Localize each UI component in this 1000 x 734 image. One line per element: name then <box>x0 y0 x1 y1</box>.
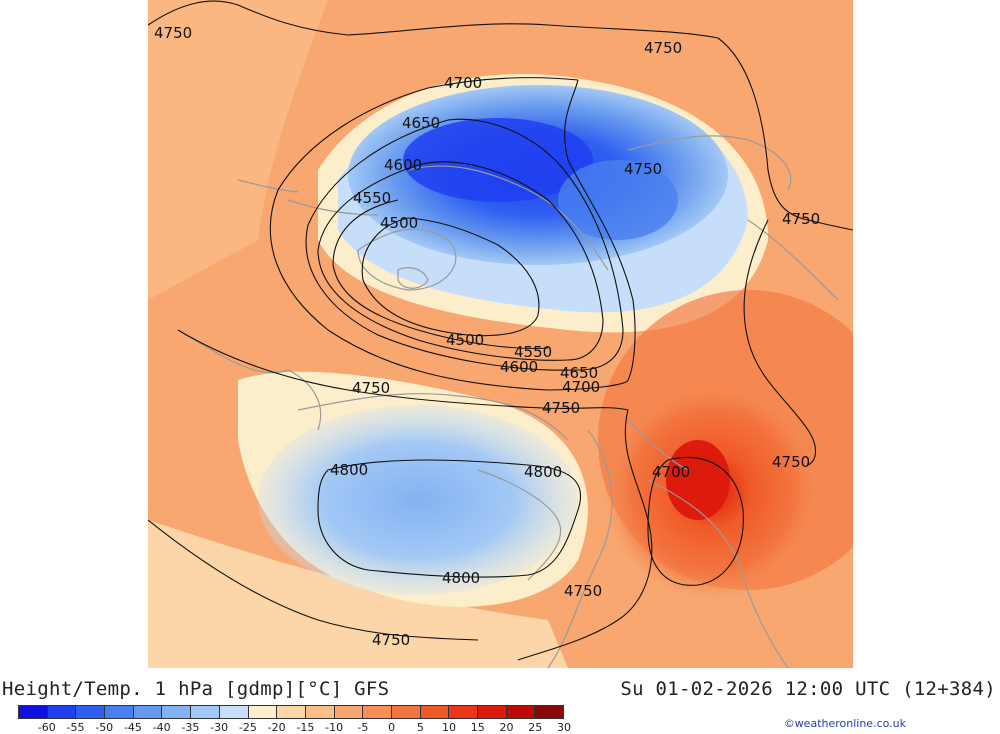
legend-label: 0 <box>388 721 396 734</box>
contour-labels: 4750 4750 4700 4650 4600 4550 4500 4750 … <box>154 24 820 649</box>
legend-label: -35 <box>181 721 200 734</box>
legend-swatch <box>162 706 192 718</box>
contour-4750-southwest <box>148 519 479 641</box>
color-legend <box>18 705 564 719</box>
contour-4650 <box>305 119 579 371</box>
contour-4650-east <box>447 118 624 371</box>
legend-swatch <box>305 706 335 718</box>
contour-label: 4750 <box>154 24 192 42</box>
warm-pool-east-hot <box>666 440 730 520</box>
legend-swatch <box>363 706 392 718</box>
contour-4800-cell <box>317 459 582 578</box>
legend-label: -30 <box>210 721 229 734</box>
legend-swatch <box>391 706 421 718</box>
contour-4600-east <box>417 161 604 361</box>
contour-label: 4750 <box>352 379 390 397</box>
legend-label: 25 <box>528 721 543 734</box>
map-panel: 4750 4750 4700 4650 4600 4550 4500 4750 … <box>148 0 853 668</box>
contour-label: 4750 <box>624 160 662 178</box>
legend-swatch <box>535 706 564 718</box>
contour-label: 4600 <box>500 358 538 376</box>
legend-swatch <box>420 706 450 718</box>
legend-swatch <box>478 706 507 718</box>
contour-label: 4500 <box>446 331 484 349</box>
temperature-field-lighter-west <box>148 0 328 300</box>
legend-swatch <box>105 706 134 718</box>
legend-label: 10 <box>442 721 457 734</box>
legend-swatch <box>133 706 163 718</box>
contour-4750-east-ridge <box>743 219 817 466</box>
legend-label: -20 <box>267 721 286 734</box>
contour-label: 4750 <box>772 453 810 471</box>
legend-label: 20 <box>499 721 514 734</box>
contour-label: 4750 <box>564 582 602 600</box>
legend-swatch <box>449 706 478 718</box>
contour-4500 <box>361 217 540 337</box>
contour-label: 4600 <box>384 156 422 174</box>
cold-pool-inner <box>403 118 593 202</box>
contour-label: 4800 <box>442 569 480 587</box>
cool-pool-europe <box>258 405 578 595</box>
contour-4550 <box>332 199 549 349</box>
legend-swatch <box>219 706 249 718</box>
contour-4750-warm <box>517 409 653 661</box>
legend-swatch <box>76 706 106 718</box>
contour-4750-north <box>148 0 853 231</box>
legend-swatch <box>506 706 536 718</box>
legend-label: -55 <box>66 721 85 734</box>
legend-label: -10 <box>325 721 344 734</box>
legend-swatch <box>191 706 220 718</box>
contour-4700-east <box>564 79 636 381</box>
contour-label: 4550 <box>353 189 391 207</box>
legend-label: -15 <box>296 721 315 734</box>
height-contours <box>148 0 853 661</box>
valid-time: Su 01-02-2026 12:00 UTC (12+384) <box>620 678 996 700</box>
legend-label: 5 <box>416 721 424 734</box>
contour-label: 4800 <box>330 461 368 479</box>
legend-label: -5 <box>357 721 369 734</box>
color-legend-labels: -60 -55 -50 -45 -40 -35 -30 -25 -20 -15 -10 -5 0 5 10 1… <box>18 721 578 734</box>
legend-swatch <box>277 706 306 718</box>
legend-label: -25 <box>238 721 257 734</box>
coastlines <box>177 135 839 668</box>
legend-swatch <box>334 706 364 718</box>
legend-swatch <box>47 706 77 718</box>
contour-label: 4750 <box>782 210 820 228</box>
contour-label: 4750 <box>372 631 410 649</box>
contour-label: 4750 <box>644 39 682 57</box>
legend-label: 30 <box>557 721 571 734</box>
contour-label: 4550 <box>514 343 552 361</box>
contour-4700-east-cell <box>647 456 744 586</box>
legend-label: -40 <box>152 721 171 734</box>
contour-4600 <box>317 164 569 361</box>
contour-label: 4700 <box>652 463 690 481</box>
legend-label: 15 <box>470 721 485 734</box>
legend-label: -50 <box>95 721 114 734</box>
contour-4750-middle <box>177 329 629 411</box>
legend-label: -60 <box>37 721 56 734</box>
map-title: Height/Temp. 1 hPa [gdmp][°C] GFS <box>2 678 390 700</box>
legend-label: -45 <box>123 721 142 734</box>
contour-label: 4700 <box>562 378 600 396</box>
legend-swatch <box>248 706 278 718</box>
contour-4700-ring <box>269 77 629 391</box>
contour-label: 4650 <box>560 364 598 382</box>
contour-label: 4750 <box>542 399 580 417</box>
legend-swatch <box>19 706 48 718</box>
credit-link[interactable]: ©weatheronline.co.uk <box>783 717 906 730</box>
contour-label: 4800 <box>524 463 562 481</box>
temperature-field-pale-band <box>148 520 568 668</box>
cold-pool-east <box>558 160 678 240</box>
contour-label: 4650 <box>402 114 440 132</box>
contour-label: 4500 <box>380 214 418 232</box>
contour-label: 4700 <box>444 74 482 92</box>
